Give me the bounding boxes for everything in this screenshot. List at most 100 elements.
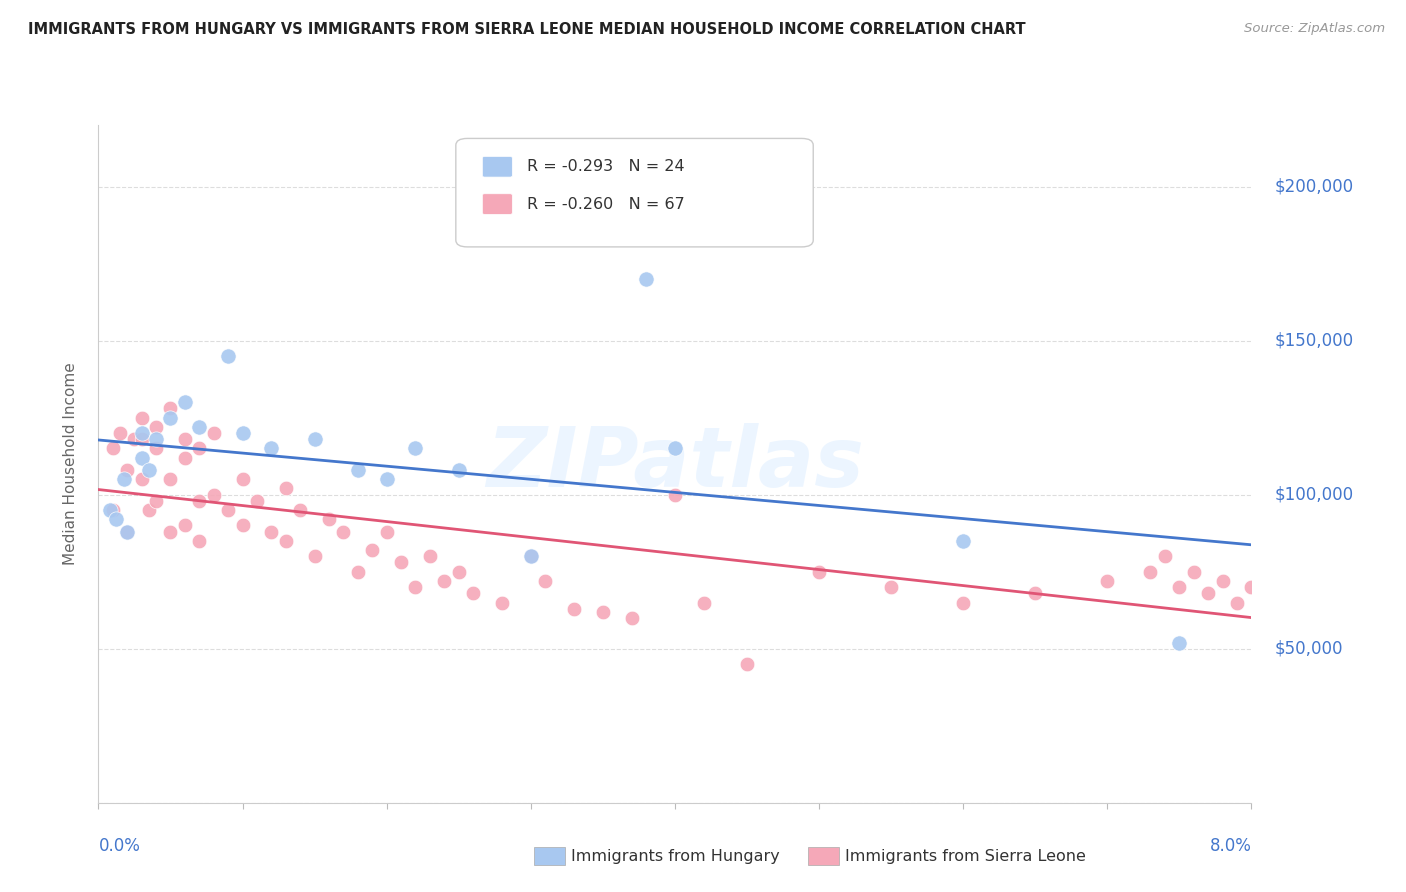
Point — [131, 432, 153, 446]
Point — [880, 580, 903, 594]
Point — [562, 601, 585, 615]
Point — [108, 425, 131, 440]
Point — [519, 549, 541, 564]
Point — [346, 565, 368, 579]
Point — [519, 549, 541, 564]
Point — [636, 272, 658, 286]
Point — [807, 565, 830, 579]
Point — [491, 595, 513, 609]
Point — [159, 472, 181, 486]
Text: $50,000: $50,000 — [1274, 640, 1343, 657]
Point — [1139, 565, 1161, 579]
Y-axis label: Median Household Income: Median Household Income — [63, 362, 77, 566]
Point — [174, 432, 197, 446]
Point — [246, 493, 269, 508]
Point — [1247, 565, 1270, 579]
Text: Source: ZipAtlas.com: Source: ZipAtlas.com — [1244, 22, 1385, 36]
Point — [174, 450, 197, 465]
Point — [117, 463, 138, 477]
Point — [534, 574, 557, 588]
Point — [461, 586, 484, 600]
Text: $150,000: $150,000 — [1274, 332, 1354, 350]
Point — [1168, 580, 1191, 594]
Point — [260, 442, 283, 456]
Text: ZIPatlas: ZIPatlas — [486, 424, 863, 504]
Point — [405, 580, 427, 594]
Point — [375, 472, 398, 486]
Point — [332, 524, 354, 539]
Point — [664, 488, 686, 502]
Point — [346, 463, 368, 477]
Point — [433, 574, 456, 588]
Point — [145, 420, 167, 434]
Point — [1182, 565, 1205, 579]
Point — [664, 442, 686, 456]
Point — [1211, 574, 1234, 588]
Point — [231, 425, 254, 440]
Point — [188, 420, 211, 434]
Text: R = -0.260   N = 67: R = -0.260 N = 67 — [527, 196, 685, 211]
Point — [952, 533, 974, 548]
Point — [145, 442, 167, 456]
Point — [104, 512, 127, 526]
Point — [1168, 635, 1191, 649]
Point — [592, 605, 614, 619]
Point — [101, 442, 124, 456]
Point — [124, 432, 146, 446]
Point — [419, 549, 441, 564]
Point — [188, 533, 211, 548]
Point — [159, 410, 181, 425]
Text: $200,000: $200,000 — [1274, 178, 1354, 195]
Point — [131, 425, 153, 440]
Text: $100,000: $100,000 — [1274, 485, 1354, 504]
Point — [260, 524, 283, 539]
Text: Immigrants from Sierra Leone: Immigrants from Sierra Leone — [845, 849, 1085, 863]
Point — [1153, 549, 1175, 564]
Point — [188, 493, 211, 508]
Point — [290, 503, 312, 517]
Point — [117, 524, 138, 539]
Point — [304, 549, 326, 564]
Point — [274, 533, 297, 548]
Point — [159, 401, 181, 416]
Point — [101, 503, 124, 517]
Point — [375, 524, 398, 539]
Point — [620, 611, 643, 625]
Text: 8.0%: 8.0% — [1209, 837, 1251, 855]
Text: 0.0%: 0.0% — [98, 837, 141, 855]
Point — [145, 493, 167, 508]
Point — [1024, 586, 1046, 600]
Point — [117, 524, 138, 539]
Point — [202, 488, 225, 502]
Point — [361, 543, 384, 558]
Point — [131, 410, 153, 425]
Point — [202, 425, 225, 440]
Point — [217, 503, 239, 517]
Point — [1097, 574, 1119, 588]
Point — [1197, 586, 1219, 600]
Text: Immigrants from Hungary: Immigrants from Hungary — [571, 849, 779, 863]
FancyBboxPatch shape — [456, 138, 813, 247]
Text: IMMIGRANTS FROM HUNGARY VS IMMIGRANTS FROM SIERRA LEONE MEDIAN HOUSEHOLD INCOME : IMMIGRANTS FROM HUNGARY VS IMMIGRANTS FR… — [28, 22, 1026, 37]
Point — [138, 463, 160, 477]
Point — [145, 432, 167, 446]
Point — [231, 472, 254, 486]
Point — [131, 450, 153, 465]
Point — [159, 524, 181, 539]
Text: R = -0.293   N = 24: R = -0.293 N = 24 — [527, 160, 685, 174]
Point — [389, 556, 412, 570]
FancyBboxPatch shape — [482, 156, 512, 178]
Point — [952, 595, 974, 609]
Point — [405, 442, 427, 456]
Point — [98, 503, 121, 517]
Point — [318, 512, 340, 526]
Point — [112, 472, 135, 486]
Point — [188, 442, 211, 456]
Point — [274, 482, 297, 496]
FancyBboxPatch shape — [482, 194, 512, 214]
Point — [447, 565, 470, 579]
Point — [174, 518, 197, 533]
Point — [1240, 580, 1263, 594]
Point — [231, 518, 254, 533]
Point — [138, 503, 160, 517]
